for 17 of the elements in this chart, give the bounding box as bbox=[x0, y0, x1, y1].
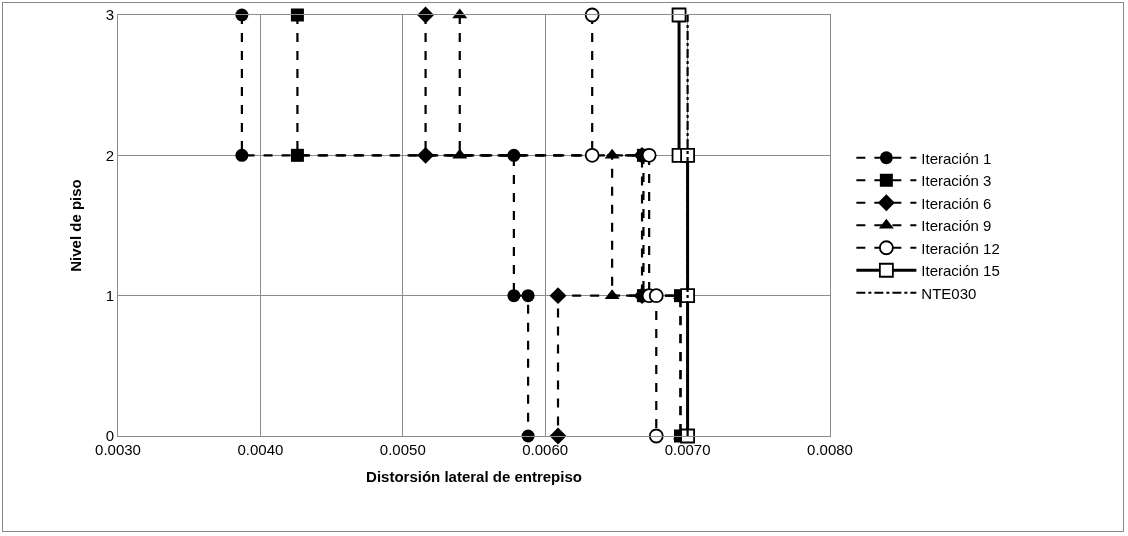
legend-label: Iteración 15 bbox=[921, 262, 1000, 280]
x-tick-label: 0.0080 bbox=[807, 441, 853, 458]
y-axis-title: Nivel de piso bbox=[66, 179, 84, 272]
y-tick-label: 1 bbox=[105, 286, 114, 304]
x-tick-label: 0.0060 bbox=[522, 441, 569, 458]
legend-label: Iteración 12 bbox=[921, 239, 1000, 257]
y-tick-label: 3 bbox=[105, 6, 114, 24]
x-axis-title: Distorsión lateral de entrepiso bbox=[366, 468, 582, 485]
legend-label: Iteración 9 bbox=[921, 217, 992, 235]
legend-label: Iteración 1 bbox=[921, 149, 992, 167]
legend-label: Iteración 3 bbox=[921, 172, 992, 190]
legend-label: NTE030 bbox=[921, 284, 977, 302]
x-tick-label: 0.0050 bbox=[379, 441, 426, 458]
y-tick-label: 2 bbox=[105, 146, 114, 164]
x-tick-label: 0.0040 bbox=[237, 441, 284, 458]
x-tick-label: 0.0070 bbox=[664, 441, 711, 458]
legend-label: Iteración 6 bbox=[921, 194, 992, 212]
